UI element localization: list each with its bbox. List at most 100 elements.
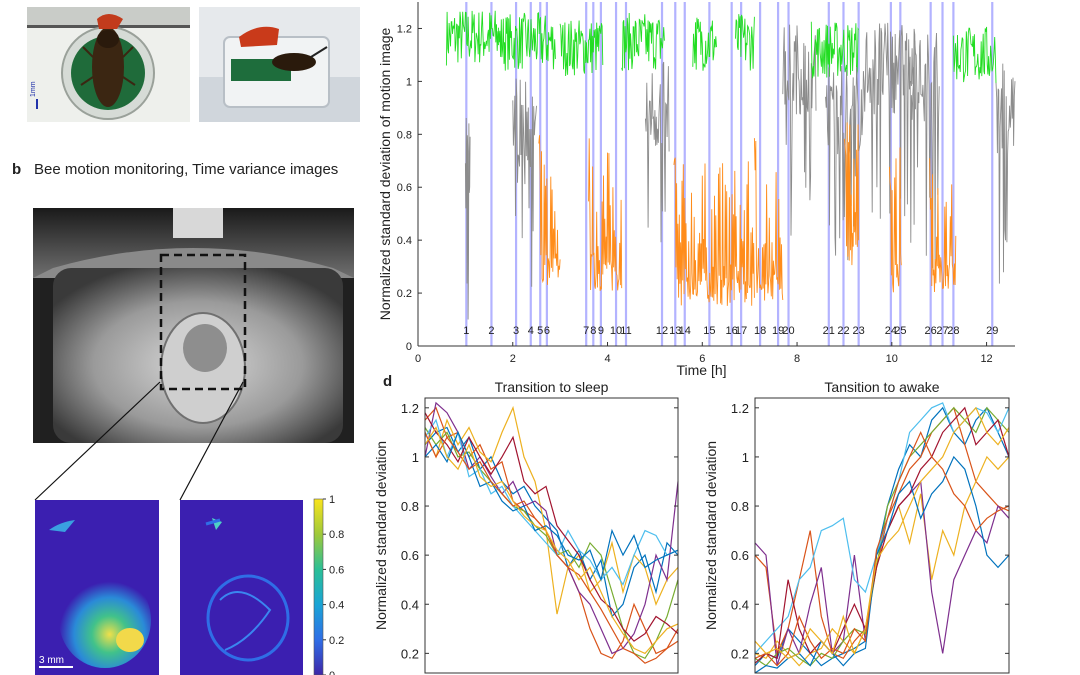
series-line xyxy=(754,430,1010,667)
y-tick-label: 0.2 xyxy=(397,288,412,300)
bee-side-view-drawing xyxy=(199,7,360,122)
event-number-label: 19 xyxy=(772,325,784,337)
trace-awake xyxy=(445,10,499,66)
y-tick-label: 0.8 xyxy=(401,499,419,514)
plot-frame xyxy=(424,397,679,674)
y-tick-label: 1 xyxy=(406,76,412,88)
event-number-label: 27 xyxy=(936,325,948,337)
panel-d-transition-to-sleep-chart: Transition to sleep 0.2 0.4 0.6 0.8 1 1.2 Norma… xyxy=(373,379,679,674)
trace-awake xyxy=(498,12,556,71)
colorbar-tick-label: 0.2 xyxy=(329,635,344,647)
x-tick-label: 12 xyxy=(980,353,992,365)
x-tick-label: 10 xyxy=(886,353,898,365)
heatmap-colorbar: 1 0.8 0.6 0.4 0.2 0 xyxy=(313,494,344,675)
heatmap-awake-drawing: 3 mm xyxy=(35,500,159,675)
series-line xyxy=(424,418,679,586)
event-number-label: 17 xyxy=(735,325,747,337)
trace-sleep xyxy=(753,138,784,301)
panel-d-label: d xyxy=(383,373,393,390)
x-tick-label: 0 xyxy=(415,353,421,365)
series-line xyxy=(424,432,679,664)
series-line xyxy=(754,406,1010,667)
y-tick-label: 1.2 xyxy=(401,401,419,416)
x-tick-label: 6 xyxy=(699,353,705,365)
y-tick-label: 0.6 xyxy=(397,182,412,194)
series-group xyxy=(424,401,679,664)
panel-b-label: b xyxy=(12,161,22,178)
y-tick-label: 0.4 xyxy=(731,597,749,612)
colorbar-tick-label: 1 xyxy=(329,494,335,506)
event-number-label: 6 xyxy=(544,325,550,337)
bee-top-view-photo: 1mm xyxy=(27,7,190,122)
y-tick-label: 0.2 xyxy=(401,646,419,661)
x-axis-label: Time [h] xyxy=(676,362,726,378)
event-number-label: 24 xyxy=(885,325,897,337)
series-line xyxy=(424,401,679,655)
trace-sleep xyxy=(888,147,902,293)
trace-intermediate xyxy=(464,117,471,320)
chart-title: Transition to sleep xyxy=(495,379,609,395)
y-tick-label: 0.8 xyxy=(397,129,412,141)
panel-b-caption: Bee motion monitoring, Time variance ima… xyxy=(34,161,339,178)
y-tick-label: 1.2 xyxy=(397,23,412,35)
time-variance-heatmap-asleep xyxy=(180,500,303,675)
zoom-connector-lines xyxy=(34,381,244,501)
event-number-label: 23 xyxy=(853,325,865,337)
event-number-label: 21 xyxy=(823,325,835,337)
trace-intermediate xyxy=(910,32,940,270)
bee-top-view-drawing: 1mm xyxy=(27,7,190,122)
x-tick-label: 4 xyxy=(604,353,610,365)
event-number-label: 14 xyxy=(679,325,691,337)
trace-intermediate xyxy=(995,63,1016,284)
trace-sleep xyxy=(929,158,957,293)
trace-awake xyxy=(621,12,665,71)
y-axis-label: Normalized standard deviation of motion … xyxy=(377,27,393,320)
event-number-label: 1 xyxy=(463,325,469,337)
event-number-label: 11 xyxy=(620,325,631,337)
y-tick-label: 1 xyxy=(742,450,749,465)
scalebar-label: 3 mm xyxy=(39,655,64,666)
event-number-label: 12 xyxy=(656,325,668,337)
trace-awake xyxy=(692,17,717,71)
event-number-label: 5 xyxy=(537,325,543,337)
time-variance-heatmap-awake: 3 mm xyxy=(35,500,159,675)
trace-awake xyxy=(559,20,604,77)
trace-intermediate xyxy=(782,24,817,236)
event-number-label: 16 xyxy=(726,325,738,337)
trace-sleep xyxy=(588,138,623,291)
trace-sleep xyxy=(673,157,755,306)
event-number-label: 29 xyxy=(986,325,998,337)
x-tick-label: 2 xyxy=(510,353,516,365)
colorbar-tick-label: 0.4 xyxy=(329,600,344,612)
event-number-label: 7 xyxy=(583,325,589,337)
trace-sleep xyxy=(843,122,860,266)
event-number-label: 25 xyxy=(894,325,906,337)
colorbar-tick-label: 0 xyxy=(329,670,335,675)
event-number-label: 15 xyxy=(703,325,715,337)
trace-awake xyxy=(735,14,755,71)
event-number-label: 22 xyxy=(837,325,849,337)
series-line xyxy=(424,426,679,618)
event-number-label: 8 xyxy=(590,325,596,337)
series-line xyxy=(424,412,679,642)
trace-awake xyxy=(810,21,859,79)
x-tick-label: 8 xyxy=(794,353,800,365)
y-tick-label: 0.2 xyxy=(731,646,749,661)
trace-intermediate xyxy=(862,22,916,243)
y-axis-label: Normalized standard deviation xyxy=(703,441,719,630)
event-number-label: 20 xyxy=(782,325,794,337)
colorbar-tick-label: 0.8 xyxy=(329,529,344,541)
colorbar-tick-label: 0.6 xyxy=(329,564,344,576)
chart-title: Tansition to awake xyxy=(824,379,939,395)
event-number-label: 28 xyxy=(947,325,959,337)
panel-d-transition-to-awake-chart: Tansition to awake 0.2 0.4 0.6 0.8 1 1.2 Normal… xyxy=(703,379,1010,674)
trace-awake xyxy=(952,26,997,84)
y-tick-label: 0.8 xyxy=(731,499,749,514)
y-tick-label: 1 xyxy=(412,450,419,465)
y-tick-label: 0.4 xyxy=(401,597,419,612)
y-tick-label: 1.2 xyxy=(731,401,749,416)
series-line xyxy=(754,406,1010,660)
event-number-label: 9 xyxy=(598,325,604,337)
y-tick-label: 0.6 xyxy=(401,548,419,563)
series-line xyxy=(424,405,679,615)
